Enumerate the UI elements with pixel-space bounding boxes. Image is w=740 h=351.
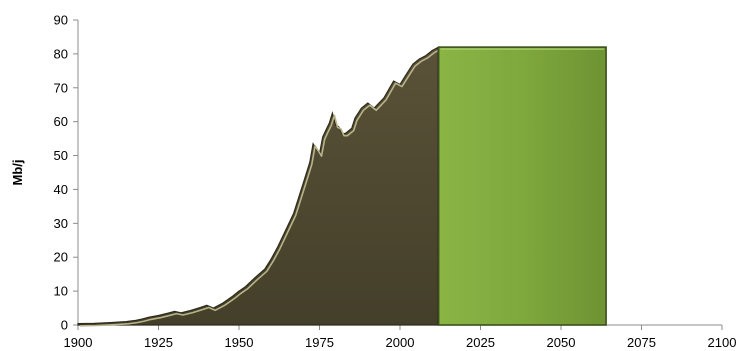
y-tick-label: 40: [54, 182, 68, 197]
plateau-block: [437, 46, 607, 326]
x-tick-label: 1925: [144, 335, 173, 350]
y-tick-label: 0: [61, 318, 68, 333]
y-tick-label: 20: [54, 250, 68, 265]
y-tick-label: 70: [54, 80, 68, 95]
x-tick-label: 2025: [466, 335, 495, 350]
x-tick-label: 1975: [305, 335, 334, 350]
tick-labels: 0 10 20 30 40 50 60 70 80 90 1900 1925 1950 1975 2000 2…: [54, 13, 737, 351]
production-area-highlight: [79, 48, 441, 327]
x-tick-label: 2050: [547, 335, 576, 350]
x-tick-label: 2100: [708, 335, 737, 350]
y-tick-label: 90: [54, 13, 68, 28]
x-tick-label: 2000: [386, 335, 415, 350]
y-axis-title: Mb/j: [10, 160, 25, 186]
production-area: [77, 46, 440, 326]
y-tick-label: 10: [54, 284, 68, 299]
y-tick-label: 60: [54, 114, 68, 129]
x-tick-label: 1950: [225, 335, 254, 350]
y-tick-label: 50: [54, 148, 68, 163]
series-layer: [77, 46, 607, 327]
y-tick-label: 80: [54, 46, 68, 61]
x-tick-label: 1900: [64, 335, 93, 350]
y-tick-label: 30: [54, 216, 68, 231]
x-tick-label: 2075: [627, 335, 656, 350]
